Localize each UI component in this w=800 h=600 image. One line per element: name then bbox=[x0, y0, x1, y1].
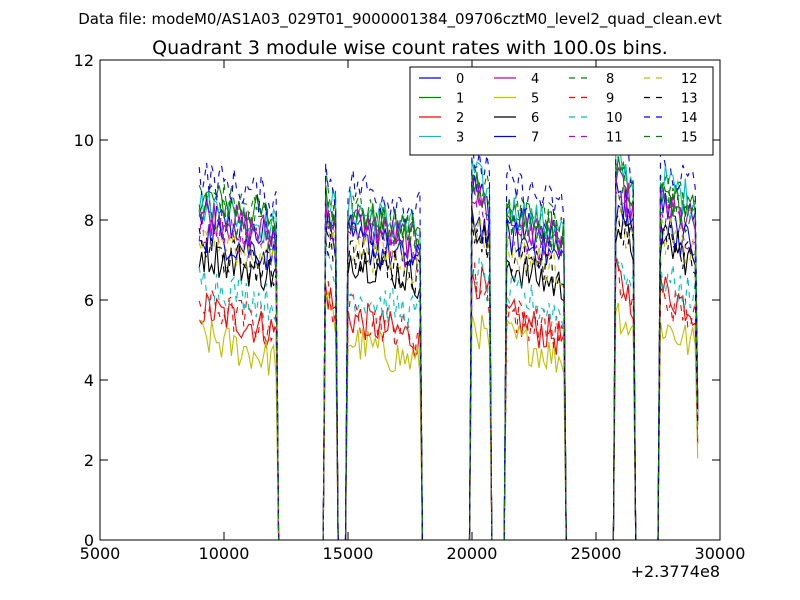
series-line-12 bbox=[198, 204, 699, 540]
series-line-15 bbox=[198, 167, 699, 540]
series-line-7 bbox=[199, 204, 699, 540]
x-tick-label: 10000 bbox=[199, 544, 250, 563]
series-line-3 bbox=[198, 144, 699, 540]
legend-label-12: 12 bbox=[681, 72, 698, 87]
legend-label-11: 11 bbox=[606, 131, 623, 146]
legend-label-14: 14 bbox=[681, 111, 698, 126]
y-tick-label: 4 bbox=[84, 371, 94, 390]
x-tick-label: 30000 bbox=[695, 544, 746, 563]
series-line-2 bbox=[198, 256, 699, 540]
legend-label-13: 13 bbox=[681, 92, 698, 107]
x-tick-label: 5000 bbox=[80, 544, 121, 563]
series-line-14 bbox=[198, 134, 699, 540]
y-tick-label: 2 bbox=[84, 451, 94, 470]
plot-area bbox=[198, 134, 699, 540]
legend-label-0: 0 bbox=[456, 72, 464, 87]
x-tick-label: 20000 bbox=[447, 544, 498, 563]
legend-label-5: 5 bbox=[531, 92, 539, 107]
series-line-9 bbox=[198, 262, 699, 540]
y-tick-label: 6 bbox=[84, 291, 94, 310]
y-tick-label: 12 bbox=[74, 51, 94, 70]
legend-label-7: 7 bbox=[531, 131, 539, 146]
x-tick-label: 15000 bbox=[323, 544, 374, 563]
legend-label-10: 10 bbox=[606, 111, 623, 126]
y-tick-label: 10 bbox=[74, 131, 94, 150]
legend-label-1: 1 bbox=[456, 92, 464, 107]
suptitle: Data file: modeM0/AS1A03_029T01_90000013… bbox=[78, 10, 722, 29]
y-tick-label: 0 bbox=[84, 531, 94, 550]
series-line-13 bbox=[198, 213, 699, 540]
legend-label-4: 4 bbox=[531, 72, 539, 87]
legend-label-15: 15 bbox=[681, 131, 698, 146]
legend-label-8: 8 bbox=[606, 72, 614, 87]
legend-label-6: 6 bbox=[531, 111, 539, 126]
y-tick-label: 8 bbox=[84, 211, 94, 230]
x-offset-label: +2.3774e8 bbox=[631, 562, 720, 581]
legend-label-3: 3 bbox=[456, 131, 464, 146]
x-tick-label: 25000 bbox=[571, 544, 622, 563]
legend-box bbox=[409, 66, 714, 156]
series-line-6 bbox=[198, 208, 699, 540]
legend-label-9: 9 bbox=[606, 92, 614, 107]
chart-title: Quadrant 3 module wise count rates with … bbox=[152, 37, 668, 59]
legend-label-2: 2 bbox=[456, 111, 464, 126]
